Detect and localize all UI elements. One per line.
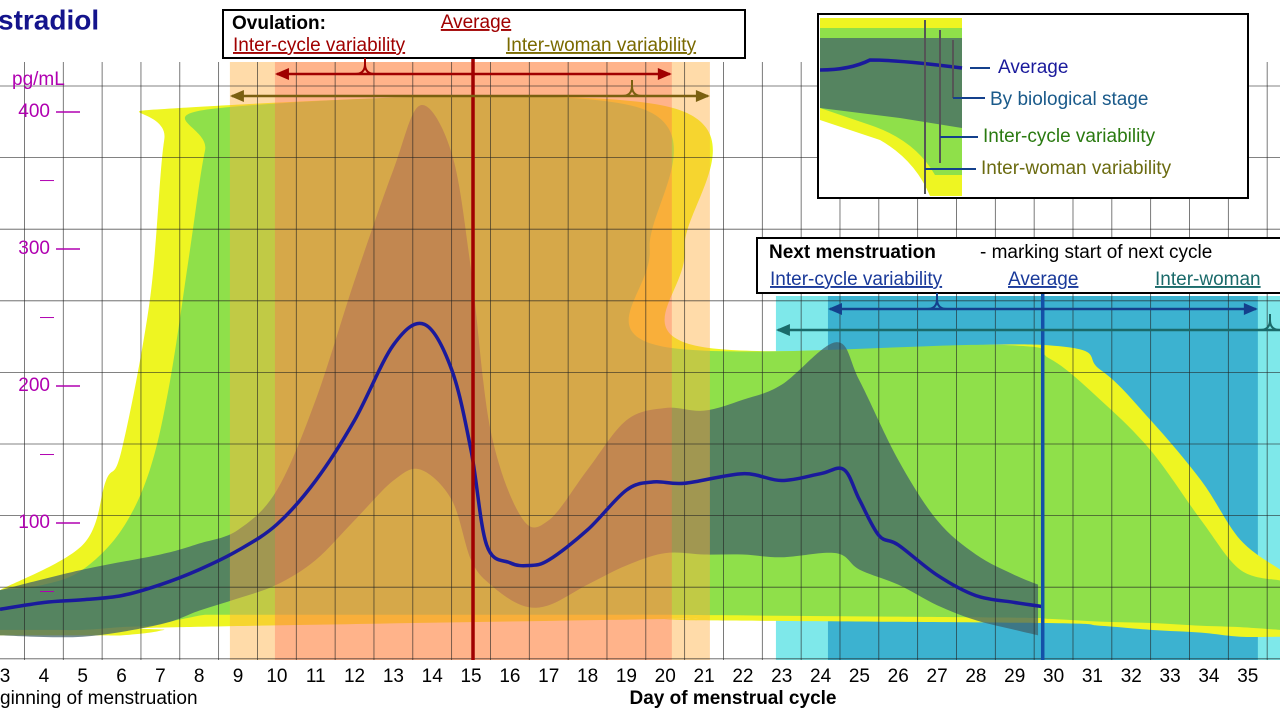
y-axis-label: pg/mL	[12, 69, 65, 90]
y-tick-label: 100	[18, 512, 50, 533]
annotation: Inter-cycle variability	[233, 35, 406, 56]
x-tick-label: 8	[194, 666, 205, 687]
ovulation-inter-woman-span	[229, 62, 710, 660]
x-tick-label: 10	[266, 666, 287, 687]
x-tick-label: 4	[39, 666, 50, 687]
x-tick-label: 7	[155, 666, 166, 687]
brace	[1259, 314, 1280, 331]
annotation: Inter-woman variability	[981, 158, 1172, 179]
x-tick-label: 6	[116, 666, 127, 687]
arrow-head	[775, 324, 790, 336]
annotation: Inter-cycle variability	[983, 126, 1156, 147]
legend-line	[819, 58, 963, 72]
x-tick-label: 14	[422, 666, 444, 687]
annotation: Average	[1008, 269, 1078, 290]
plot-area	[0, 38, 1280, 660]
average-line	[0, 321, 1043, 612]
x-tick-label: 32	[1121, 666, 1142, 687]
y-tick-label: 400	[18, 101, 50, 122]
brace	[621, 80, 643, 97]
legend-arrows	[924, 20, 954, 194]
brace	[354, 58, 376, 75]
brace	[926, 293, 948, 310]
variability-band	[0, 104, 1039, 638]
x-tick-label: 25	[849, 666, 870, 687]
annotation: Inter-woman variability	[506, 35, 697, 56]
x-tick-label: 13	[383, 666, 404, 687]
foreground: 3 4 5 6 7 8 9 10 11 12 13 14 15 16 17 18 19 20 21 22 23 24 25 2…	[0, 4, 1280, 709]
annotation: Average	[998, 57, 1068, 78]
x-tick-label: 34	[1198, 666, 1220, 687]
annotation: Inter-woman	[1155, 269, 1261, 290]
x-tick-label: 33	[1160, 666, 1181, 687]
x-tick-label: 17	[538, 666, 559, 687]
x-tick-label: 28	[965, 666, 986, 687]
legend-swatch	[820, 38, 962, 128]
x-tick-label: 20	[655, 666, 676, 687]
annotation: Ovulation:	[232, 13, 326, 34]
x-tick-label: 31	[1082, 666, 1103, 687]
x-tick-label: 11	[306, 666, 326, 687]
x-note: ginning of menstruation	[0, 688, 198, 709]
x-tick-label: 23	[771, 666, 792, 687]
x-axis-label: Day of menstrual cycle	[630, 688, 837, 709]
x-tick-label: 22	[732, 666, 753, 687]
y-tick-label: 200	[18, 375, 50, 396]
ovulation-box	[222, 9, 746, 59]
x-tick-label: 19	[616, 666, 637, 687]
menstruation-box	[756, 237, 1280, 294]
annotation: Average	[441, 12, 511, 33]
chart-title: stradiol	[0, 4, 99, 35]
x-tick-label: 9	[233, 666, 244, 687]
x-tick-label: 29	[1004, 666, 1025, 687]
annotation: - marking start of next cycle	[980, 242, 1212, 263]
x-tick-label: 27	[927, 666, 948, 687]
x-tick-label: 35	[1237, 666, 1258, 687]
annotation: Inter-cycle variability	[770, 269, 943, 290]
x-tick-label: 16	[499, 666, 520, 687]
x-tick-label: 5	[77, 666, 88, 687]
x-tick-label: 21	[694, 666, 715, 687]
annotation: Next menstruation	[769, 242, 936, 263]
annotation: By biological stage	[990, 89, 1148, 110]
x-tick-label: 3	[0, 666, 10, 687]
x-tick-label: 15	[460, 666, 481, 687]
y-tick-label: 300	[18, 238, 50, 259]
x-tick-label: 12	[344, 666, 365, 687]
legend-leaders	[925, 67, 990, 170]
x-tick-label: 26	[888, 666, 909, 687]
x-tick-label: 30	[1043, 666, 1064, 687]
x-tick-label: 18	[577, 666, 598, 687]
x-tick-label: 24	[810, 666, 832, 687]
